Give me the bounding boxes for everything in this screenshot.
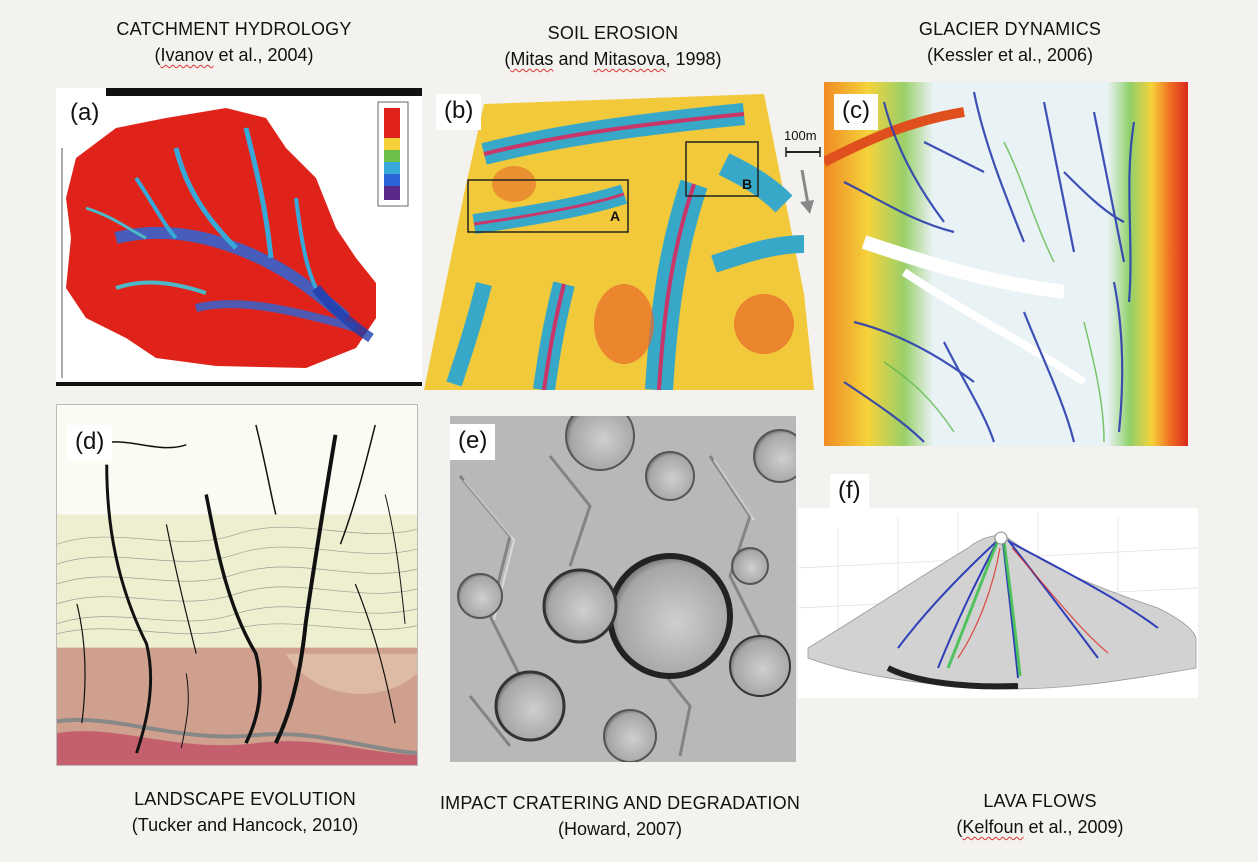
caption-a: CATCHMENT HYDROLOGY (Ivanov et al., 2004… <box>94 16 374 68</box>
caption-a-title: CATCHMENT HYDROLOGY <box>116 19 352 39</box>
panel-b-scale-label: 100m <box>784 128 817 143</box>
caption-d-citation: (Tucker and Hancock, 2010) <box>131 815 359 835</box>
caption-e-citation: (Howard, 2007) <box>557 819 683 839</box>
caption-f-rest: et al., 2009) <box>1023 817 1124 837</box>
caption-e-title: IMPACT CRATERING AND DEGRADATION <box>439 793 801 813</box>
caption-b-mid: and <box>553 49 594 69</box>
glacier-map-graphic <box>824 82 1188 446</box>
catchment-map-graphic <box>56 88 422 386</box>
caption-b-rest: , 1998) <box>665 49 722 69</box>
caption-b-citation: (Mitas and Mitasova, 1998) <box>504 49 722 69</box>
caption-c: GLACIER DYNAMICS (Kessler et al., 2006) <box>880 16 1140 68</box>
caption-d: LANDSCAPE EVOLUTION (Tucker and Hancock,… <box>100 786 390 838</box>
caption-a-author: Ivanov <box>160 45 214 65</box>
panel-b-box-b-label: B <box>742 176 753 192</box>
caption-a-citation: (Ivanov et al., 2004) <box>154 45 314 65</box>
caption-d-title: LANDSCAPE EVOLUTION <box>134 789 356 809</box>
panel-a-catchment-map: (a) <box>56 88 422 386</box>
caption-f: LAVA FLOWS (Kelfoun et al., 2009) <box>910 788 1170 840</box>
panel-b-box-a-label: A <box>610 208 621 224</box>
caption-f-author: Kelfoun <box>962 817 1024 837</box>
panel-e-crater-map: (e) <box>450 416 796 762</box>
caption-b: SOIL EROSION (Mitas and Mitasova, 1998) <box>468 20 758 72</box>
erosion-map-graphic <box>424 94 821 390</box>
caption-c-title: GLACIER DYNAMICS <box>918 19 1102 39</box>
panel-c-glacier-map: (c) <box>824 82 1188 446</box>
panel-f-lava-flow-3d: (f) <box>798 508 1198 698</box>
panel-d-label: (d) <box>67 425 113 461</box>
crater-map-graphic <box>450 416 796 762</box>
panel-b-erosion-map: A B 100m (b) <box>424 84 824 390</box>
panel-c-label: (c) <box>834 94 878 130</box>
landscape-map-graphic <box>57 424 417 765</box>
panel-f-label-tab: (f) <box>830 474 869 510</box>
caption-b-title: SOIL EROSION <box>547 23 679 43</box>
caption-c-citation: (Kessler et al., 2006) <box>926 45 1094 65</box>
panel-e-label: (e) <box>450 424 496 460</box>
caption-e: IMPACT CRATERING AND DEGRADATION (Howard… <box>420 790 820 842</box>
caption-b-author: Mitas <box>510 49 554 69</box>
panel-b-label: (b) <box>436 94 482 130</box>
caption-b-author2: Mitasova <box>593 49 666 69</box>
panel-d-landscape-map: (d) <box>56 404 418 766</box>
caption-f-title: LAVA FLOWS <box>983 791 1097 811</box>
lava-flow-graphic <box>798 513 1198 690</box>
caption-f-citation: (Kelfoun et al., 2009) <box>956 817 1124 837</box>
panel-a-label: (a) <box>62 96 108 132</box>
caption-a-rest: et al., 2004) <box>213 45 314 65</box>
